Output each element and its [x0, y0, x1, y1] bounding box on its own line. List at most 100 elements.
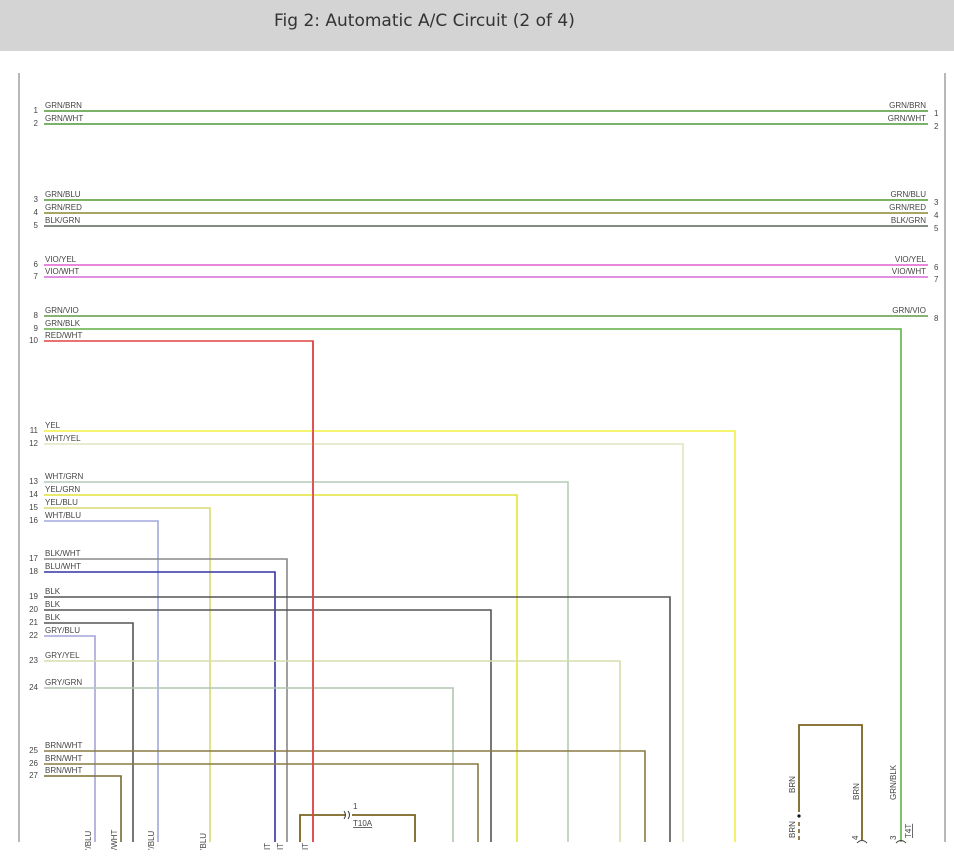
wire-color-label: GRN/WHT — [45, 114, 83, 123]
connector-wire — [299, 814, 345, 842]
wire-15: 15 YEL/BLU — [29, 498, 211, 842]
wire-22: 22 GRY/BLU — [29, 626, 96, 842]
wire-line — [44, 596, 671, 842]
brn-label: BRN — [788, 821, 797, 838]
wire-color-label: YEL — [45, 421, 61, 430]
wire-pin-number: 7 — [34, 272, 39, 281]
wire-color-label: VIO/YEL — [45, 255, 77, 264]
wire-3: 3 GRN/BLU GRN/BLU 3 — [34, 190, 939, 207]
wire-18: 18 BLU/WHT — [29, 562, 276, 842]
wire-line — [44, 622, 134, 842]
wire-5: 5 BLK/GRN BLK/GRN 5 — [34, 216, 939, 233]
wire-color-label: BLU/WHT — [45, 562, 81, 571]
wire-line — [44, 328, 902, 842]
connector-pin-icon — [343, 810, 350, 820]
wire-line — [44, 520, 159, 842]
wire-right-pin-number: 4 — [934, 211, 939, 220]
wire-right-label: GRN/VIO — [892, 306, 926, 315]
wire-color-label: GRN/RED — [45, 203, 82, 212]
wire-color-label: BRN/WHT — [45, 766, 82, 775]
partial-wire-label: 'BLU — [199, 833, 208, 850]
wire-right-label: VIO/YEL — [895, 255, 927, 264]
wire-19: 19 BLK — [29, 587, 671, 842]
wire-17: 17 BLK/WHT — [29, 549, 288, 842]
wire-21: 21 BLK — [29, 613, 134, 842]
wire-color-label: GRN/BLU — [45, 190, 81, 199]
wire-pin-number: 19 — [29, 592, 38, 601]
pin-socket-icon — [856, 840, 868, 844]
wire-right-pin-number: 7 — [934, 275, 939, 284]
wire-pin-number: 20 — [29, 605, 38, 614]
pin-number: 3 — [889, 835, 898, 840]
wire-color-label: GRY/YEL — [45, 651, 80, 660]
wire-pin-number: 4 — [34, 208, 39, 217]
wire-color-label: YEL/GRN — [45, 485, 80, 494]
connector-name: T10A — [353, 819, 373, 828]
wire-right-label: GRN/BRN — [889, 101, 926, 110]
header-bar: Fig 2: Automatic A/C Circuit (2 of 4) — [0, 0, 954, 51]
wire-line — [44, 481, 569, 842]
connector-t10a: 1 T10A — [299, 341, 416, 842]
wire-line — [44, 775, 122, 842]
connector-pin-number: 1 — [353, 802, 358, 811]
wire-23: 23 GRY/YEL — [29, 651, 621, 842]
wire-pin-number: 24 — [29, 683, 38, 692]
wire-26: 26 BRN/WHT — [29, 754, 479, 842]
wire-pin-number: 9 — [34, 324, 39, 333]
wire-24: 24 GRY/GRN — [29, 678, 454, 842]
wire-right-pin-number: 8 — [934, 314, 939, 323]
wire-color-label: GRN/BLK — [45, 319, 81, 328]
partial-wire-label: '/BLU — [147, 830, 156, 850]
wire-pin-number: 2 — [34, 119, 39, 128]
wire-color-label: GRN/BRN — [45, 101, 82, 110]
wire-line — [44, 571, 276, 842]
wire-line — [44, 507, 211, 842]
wire-line — [44, 609, 492, 842]
wire-color-label: WHT/YEL — [45, 434, 81, 443]
wire-6: 6 VIO/YEL VIO/YEL 6 — [34, 255, 939, 272]
wire-pin-number: 21 — [29, 618, 38, 627]
partial-wire-label: IT — [276, 843, 285, 850]
wire-pin-number: 26 — [29, 759, 38, 768]
connector-t4t: GRN/BLK 3 T4T — [889, 764, 913, 844]
wire-line — [44, 340, 314, 842]
wire-line — [44, 430, 736, 842]
wire-14: 14 YEL/GRN — [29, 485, 518, 842]
pin-socket-icon — [895, 840, 907, 844]
wire-color-label: WHT/GRN — [45, 472, 83, 481]
wire-right-pin-number: 5 — [934, 224, 939, 233]
wire-color-label: GRY/BLU — [45, 626, 80, 635]
wire-27: 27 BRN/WHT — [29, 766, 122, 842]
wire-pin-number: 17 — [29, 554, 38, 563]
wire-2: 2 GRN/WHT GRN/WHT 2 — [34, 114, 939, 131]
brn-wire — [798, 724, 863, 840]
wire-12: 12 WHT/YEL — [29, 434, 684, 842]
wire-9: 9 GRN/BLK — [34, 319, 902, 842]
wire-pin-number: 15 — [29, 503, 38, 512]
wire-pin-number: 8 — [34, 311, 39, 320]
wire-color-label: RED/WHT — [45, 331, 82, 340]
wire-pin-number: 22 — [29, 631, 38, 640]
wire-11: 11 YEL — [30, 421, 736, 842]
wire-line — [44, 750, 646, 842]
wire-pin-number: 12 — [29, 439, 38, 448]
partial-wire-label: IT — [263, 843, 272, 850]
wire-right-label: VIO/WHT — [892, 267, 926, 276]
wire-right-label: GRN/RED — [889, 203, 926, 212]
wire-pin-number: 3 — [34, 195, 39, 204]
wire-pin-number: 18 — [29, 567, 38, 576]
wire-line — [44, 558, 288, 842]
wire-1: 1 GRN/BRN GRN/BRN 1 — [34, 101, 939, 118]
partial-wire-label: '/BLU — [84, 830, 93, 850]
wire-pin-number: 27 — [29, 771, 38, 780]
wire-7: 7 VIO/WHT VIO/WHT 7 — [34, 267, 939, 284]
wire-label: GRN/BLK — [889, 764, 898, 800]
wire-right-pin-number: 2 — [934, 122, 939, 131]
wire-pin-number: 6 — [34, 260, 39, 269]
wire-right-label: BLK/GRN — [891, 216, 926, 225]
wire-line — [44, 660, 621, 842]
wire-color-label: GRY/GRN — [45, 678, 82, 687]
wire-16: 16 WHT/BLU — [29, 511, 159, 842]
wire-color-label: BLK/WHT — [45, 549, 81, 558]
wire-pin-number: 11 — [30, 426, 39, 435]
